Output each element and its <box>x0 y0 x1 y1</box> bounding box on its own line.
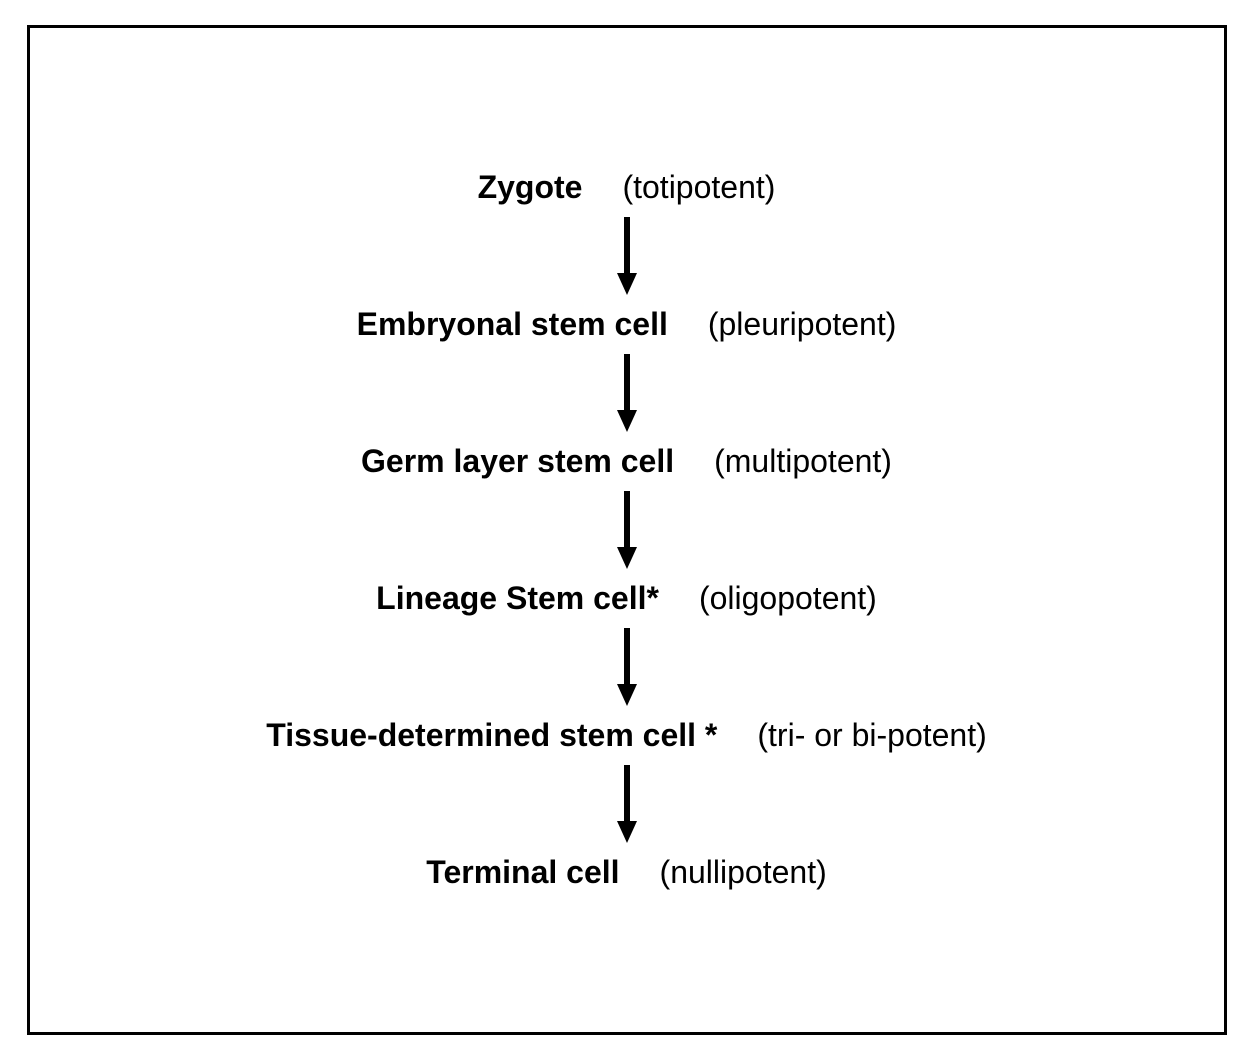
stage-potency-oligopotent: (oligopotent) <box>699 580 877 617</box>
stage-lineage: Lineage Stem cell* (oligopotent) <box>376 580 877 617</box>
arrow-3 <box>615 480 639 580</box>
stage-label-tissue-determined: Tissue-determined stem cell * <box>266 717 717 754</box>
down-arrow-icon <box>615 763 639 845</box>
arrow-1 <box>615 206 639 306</box>
stage-label-germ-layer: Germ layer stem cell <box>361 443 674 480</box>
stage-potency-pleuripotent: (pleuripotent) <box>708 306 897 343</box>
stage-potency-totipotent: (totipotent) <box>622 169 775 206</box>
arrow-4 <box>615 617 639 717</box>
stage-label-zygote: Zygote <box>478 169 583 206</box>
stage-potency-nullipotent: (nullipotent) <box>660 854 827 891</box>
stage-germ-layer: Germ layer stem cell (multipotent) <box>361 443 892 480</box>
down-arrow-icon <box>615 215 639 297</box>
stage-label-lineage: Lineage Stem cell* <box>376 580 659 617</box>
stage-embryonal: Embryonal stem cell (pleuripotent) <box>357 306 897 343</box>
arrow-5 <box>615 754 639 854</box>
stage-terminal: Terminal cell (nullipotent) <box>426 854 826 891</box>
stage-label-embryonal: Embryonal stem cell <box>357 306 668 343</box>
arrow-2 <box>615 343 639 443</box>
stage-label-terminal: Terminal cell <box>426 854 619 891</box>
stage-zygote: Zygote (totipotent) <box>478 169 776 206</box>
stage-potency-tri-bi-potent: (tri- or bi-potent) <box>757 717 986 754</box>
down-arrow-icon <box>615 489 639 571</box>
stem-cell-hierarchy-diagram: Zygote (totipotent) Embryonal stem cell … <box>27 25 1227 1035</box>
down-arrow-icon <box>615 626 639 708</box>
stage-tissue-determined: Tissue-determined stem cell * (tri- or b… <box>266 717 987 754</box>
down-arrow-icon <box>615 352 639 434</box>
stage-potency-multipotent: (multipotent) <box>714 443 892 480</box>
